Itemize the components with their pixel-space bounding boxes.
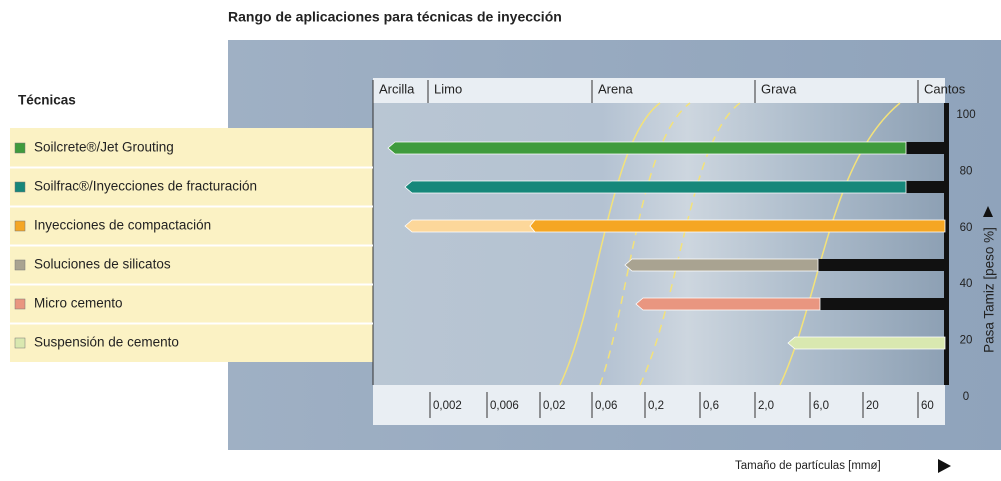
- page: {"title": "Rango de aplicaciones para té…: [0, 0, 1001, 481]
- x-tick-label: 0,006: [490, 400, 519, 412]
- x-tick-label: 60: [921, 400, 934, 412]
- x-arrow: [938, 459, 951, 473]
- x-tick-label: 0,06: [595, 400, 617, 412]
- zone-label: Arcilla: [379, 81, 415, 96]
- y-tick-label: 0: [963, 391, 969, 403]
- bar-range: [788, 337, 945, 349]
- legend-label: Suspensión de cemento: [34, 335, 179, 350]
- legend-swatch: [15, 260, 25, 270]
- y-tick-label: 100: [956, 109, 975, 121]
- x-tick-label: 20: [866, 400, 879, 412]
- y-axis-label: Pasa Tamiz [peso %]: [982, 227, 997, 353]
- legend-label: Soilcrete®/Jet Grouting: [34, 140, 174, 155]
- y-tick-label: 60: [960, 222, 973, 234]
- bar-limit: [906, 142, 945, 154]
- x-tick-label: 6,0: [813, 400, 829, 412]
- x-tick-label: 2,0: [758, 400, 774, 412]
- bar-limit: [906, 181, 945, 193]
- zone-label: Cantos: [924, 81, 966, 96]
- legend-title: Técnicas: [18, 93, 76, 108]
- legend-label: Inyecciones de compactación: [34, 218, 211, 233]
- diagram: Rango de aplicaciones para técnicas de i…: [0, 0, 1001, 481]
- legend-swatch: [15, 338, 25, 348]
- bar-range: [636, 298, 820, 310]
- legend-swatch: [15, 221, 25, 231]
- zone-label: Limo: [434, 81, 462, 96]
- bar-range: [625, 259, 818, 271]
- y-tick-label: 40: [960, 278, 973, 290]
- bar-limit: [820, 298, 945, 310]
- bar-range: [388, 142, 906, 154]
- bar-range: [530, 220, 945, 232]
- x-tick-label: 0,6: [703, 400, 719, 412]
- legend-label: Soluciones de silicatos: [34, 257, 171, 272]
- bar-range: [405, 220, 535, 232]
- y-tick-label: 80: [960, 165, 973, 177]
- x-tick-label: 0,2: [648, 400, 664, 412]
- title: Rango de aplicaciones para técnicas de i…: [228, 9, 562, 25]
- legend-swatch: [15, 299, 25, 309]
- zone-label: Grava: [761, 81, 797, 96]
- legend-swatch: [15, 182, 25, 192]
- y-tick-label: 20: [960, 335, 973, 347]
- legend-swatch: [15, 143, 25, 153]
- bar-range: [405, 181, 906, 193]
- legend-label: Soilfrac®/Inyecciones de fracturación: [34, 179, 257, 194]
- x-tick-label: 0,002: [433, 400, 462, 412]
- zone-label: Arena: [598, 81, 633, 96]
- legend-label: Micro cemento: [34, 296, 123, 311]
- x-tick-label: 0,02: [543, 400, 565, 412]
- bar-limit: [818, 259, 945, 271]
- x-axis-label: Tamaño de partículas [mmø]: [735, 460, 881, 472]
